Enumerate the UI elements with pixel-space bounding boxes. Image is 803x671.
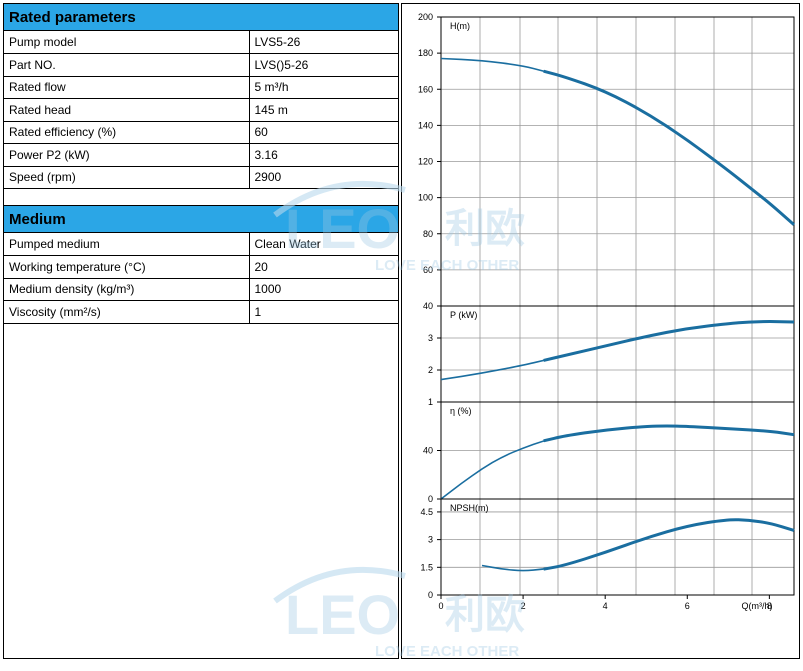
curve-line-operating-range <box>543 69 795 226</box>
param-label: Rated flow <box>4 76 250 99</box>
table-row: Power P2 (kW) 3.16 <box>4 143 398 167</box>
axis-label-y: η (%) <box>450 406 472 416</box>
y-tick-label: 180 <box>418 48 433 58</box>
param-value: 60 <box>249 121 398 144</box>
param-value: 5 m³/h <box>249 76 398 99</box>
param-value: 1 <box>249 300 398 324</box>
y-tick-label: 4.5 <box>420 507 433 517</box>
parameter-panel: Rated parameters Pump model LVS5-26 Part N… <box>3 3 399 659</box>
param-label: Pumped medium <box>4 233 250 256</box>
table-row: Pumped medium Clean Water <box>4 233 398 256</box>
param-value: 20 <box>249 255 398 279</box>
performance-curves-panel: 40 60 80 100 120 140 160 180 200 H(m) 1 2 3 P (kW) 0 40… <box>401 3 800 659</box>
y-tick-label: 200 <box>418 12 433 22</box>
axis-label-y: H(m) <box>450 21 470 31</box>
param-label: Viscosity (mm²/s) <box>4 300 250 324</box>
y-tick-label: 40 <box>423 446 433 456</box>
y-tick-label: 2 <box>428 365 433 375</box>
curve-line <box>440 425 795 500</box>
chart-panel-0: 40 60 80 100 120 140 160 180 200 H(m) <box>418 12 795 311</box>
y-tick-label: 80 <box>423 229 433 239</box>
chart-panel-1: 1 2 3 P (kW) <box>428 305 795 407</box>
x-tick-label: 8 <box>767 601 772 611</box>
curve-line <box>440 320 795 381</box>
param-value: Clean Water <box>249 233 398 256</box>
curve-line-operating-range <box>543 424 795 443</box>
y-tick-label: 3 <box>428 535 433 545</box>
y-tick-label: 0 <box>428 494 433 504</box>
plot-frame <box>440 305 795 403</box>
y-tick-label: 120 <box>418 157 433 167</box>
chart-panel-3: 0 1.5 3 4.5 NPSH(m) 0 2 4 6 8Q(m³/h) <box>420 498 795 611</box>
y-tick-label: 3 <box>428 333 433 343</box>
param-label: Rated head <box>4 98 250 122</box>
y-tick-label: 160 <box>418 84 433 94</box>
plot-frame <box>440 498 795 596</box>
param-label: Medium density (kg/m³) <box>4 278 250 301</box>
param-value: 3.16 <box>249 143 398 167</box>
y-tick-label: 1 <box>428 397 433 407</box>
axis-label-x: Q(m³/h) <box>742 601 773 611</box>
table-row: Rated head 145 m <box>4 98 398 122</box>
y-tick-label: 60 <box>423 265 433 275</box>
table-row: Viscosity (mm²/s) 1 <box>4 300 398 324</box>
curve-line <box>481 518 795 572</box>
table-row: Rated efficiency (%) 60 <box>4 121 398 144</box>
x-tick-label: 4 <box>603 601 608 611</box>
param-value: 145 m <box>249 98 398 122</box>
param-label: Working temperature (°C) <box>4 255 250 279</box>
y-tick-label: 100 <box>418 193 433 203</box>
table-row: Rated flow 5 m³/h <box>4 76 398 99</box>
section-spacer <box>4 189 398 206</box>
medium-table: Pumped medium Clean Water Working temperat… <box>4 233 398 324</box>
table-row: Medium density (kg/m³) 1000 <box>4 278 398 301</box>
param-value: LVS()5-26 <box>249 53 398 77</box>
param-value: 1000 <box>249 278 398 301</box>
param-value: 2900 <box>249 166 398 189</box>
x-tick-label: 6 <box>685 601 690 611</box>
curve-line <box>440 57 795 226</box>
medium-header: Medium <box>4 206 398 233</box>
axis-label-y: NPSH(m) <box>450 503 489 513</box>
param-label: Rated efficiency (%) <box>4 121 250 144</box>
chart-panel-2: 0 40 η (%) <box>423 401 795 504</box>
curve-line-operating-range <box>543 518 795 571</box>
x-tick-label: 2 <box>521 601 526 611</box>
table-row: Speed (rpm) 2900 <box>4 166 398 189</box>
y-tick-label: 40 <box>423 301 433 311</box>
param-label: Part NO. <box>4 53 250 77</box>
y-tick-label: 0 <box>428 590 433 600</box>
y-tick-label: 140 <box>418 120 433 130</box>
rated-parameters-table: Pump model LVS5-26 Part NO. LVS()5-26 Rated … <box>4 31 398 189</box>
curve-line-operating-range <box>543 320 795 362</box>
table-row: Pump model LVS5-26 <box>4 31 398 54</box>
x-tick-label: 0 <box>438 601 443 611</box>
y-tick-label: 1.5 <box>420 562 433 572</box>
param-label: Speed (rpm) <box>4 166 250 189</box>
param-label: Power P2 (kW) <box>4 143 250 167</box>
axis-label-y: P (kW) <box>450 310 477 320</box>
rated-parameters-header: Rated parameters <box>4 4 398 31</box>
param-value: LVS5-26 <box>249 31 398 54</box>
param-label: Pump model <box>4 31 250 54</box>
table-row: Working temperature (°C) 20 <box>4 255 398 279</box>
table-row: Part NO. LVS()5-26 <box>4 53 398 77</box>
